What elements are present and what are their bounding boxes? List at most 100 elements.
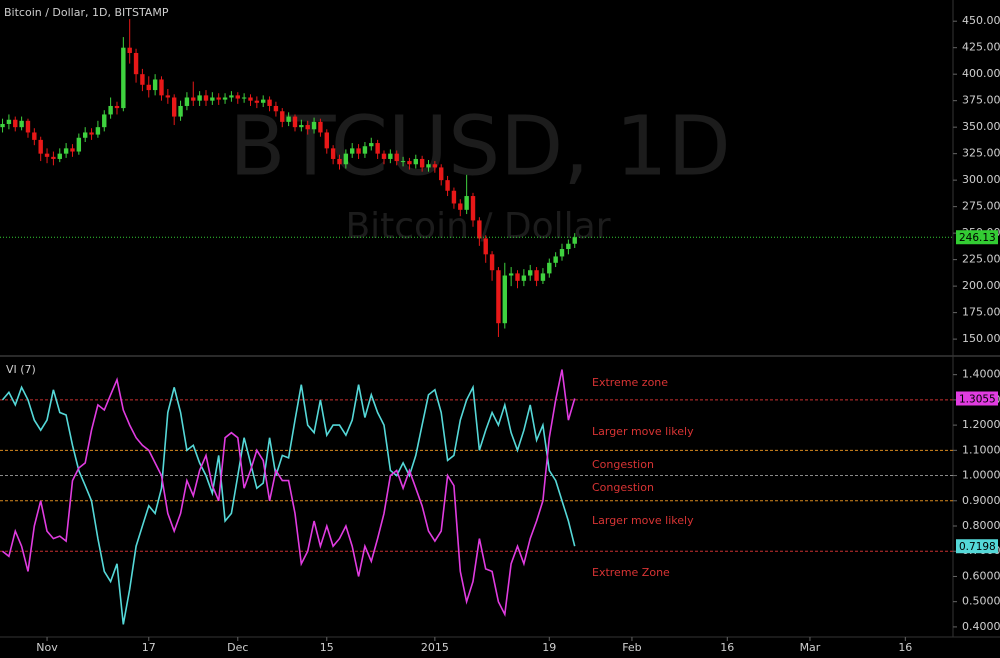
candle-body (165, 95, 171, 98)
candle-body (241, 97, 247, 99)
candle-body (394, 153, 399, 162)
y-tick-label: 1.4000 (962, 368, 1000, 381)
candle-body (197, 95, 202, 101)
candle-body (413, 158, 418, 165)
y-tick-label: 300.00 (962, 173, 1000, 186)
candle-body (502, 275, 507, 324)
candle-body (521, 275, 527, 281)
x-tick-label: Nov (36, 641, 58, 654)
candle-body (305, 125, 310, 130)
x-tick-label: 19 (542, 641, 556, 654)
x-tick-label: Mar (800, 641, 821, 654)
candle-body (439, 167, 444, 181)
candle-body (254, 100, 260, 103)
candle-body (496, 270, 501, 324)
candle-body (222, 97, 228, 100)
y-tick-label: 1.1000 (962, 443, 1000, 456)
candle-body (547, 262, 552, 274)
candle-body (121, 47, 126, 109)
x-tick-label: 16 (720, 641, 734, 654)
candle-body (210, 97, 215, 101)
x-tick-label: 15 (320, 641, 334, 654)
candle-body (388, 153, 393, 159)
y-tick-label: 325.00 (962, 147, 1000, 160)
candle-body (51, 156, 56, 159)
vi-last-label-bg (956, 391, 998, 406)
candle-body (178, 105, 183, 117)
vi-last-label: 1.3055 (959, 393, 996, 405)
y-tick-label: 450.00 (962, 14, 1000, 27)
annotation: Extreme zone (592, 376, 668, 389)
y-tick-label: 0.9000 (962, 494, 1000, 507)
candle-body (6, 119, 12, 124)
candle-body (337, 158, 342, 165)
candle-body (432, 164, 438, 168)
candle-body (407, 161, 412, 165)
candle-body (566, 243, 571, 250)
candle-body (152, 79, 158, 91)
candle-body (44, 153, 50, 157)
candle-body (82, 132, 88, 138)
y-tick-label: 275.00 (962, 200, 1000, 213)
y-tick-label: 0.4000 (962, 620, 1000, 633)
candle-body (458, 203, 463, 210)
candle-body (553, 256, 558, 263)
annotation: Larger move likely (592, 514, 694, 527)
candle-body (63, 148, 69, 154)
vi-last-label: 0.7198 (959, 541, 996, 553)
y-tick-label: 0.8000 (962, 519, 1000, 532)
candle-body (419, 158, 425, 168)
candle-body (89, 132, 94, 135)
candle-body (267, 99, 272, 106)
indicator-title: VI (7) (6, 363, 36, 376)
candle-body (19, 120, 24, 128)
watermark-symbol: BTCUSD, 1D (229, 99, 730, 194)
vi-last-label-bg (956, 539, 998, 554)
candle-body (216, 97, 221, 100)
x-tick-label: 2015 (421, 641, 449, 654)
candle-body (203, 95, 209, 101)
vi-line (2, 369, 576, 617)
x-tick-label: 16 (898, 641, 912, 654)
candle-body (114, 105, 120, 109)
candle-body (280, 111, 285, 122)
candle-body (343, 153, 349, 165)
candle-body (508, 273, 514, 276)
candle-body (572, 237, 577, 244)
candle-body (477, 220, 482, 239)
candle-body (57, 153, 62, 159)
candle-body (400, 161, 406, 163)
candle-body (171, 97, 177, 117)
candle-body (483, 238, 488, 255)
annotation: Congestion (592, 481, 654, 494)
candle-body (108, 105, 113, 115)
annotation: Congestion (592, 458, 654, 471)
candle-body (299, 125, 304, 128)
y-tick-label: 200.00 (962, 279, 1000, 292)
candle-body (350, 148, 355, 154)
y-tick-label: 350.00 (962, 120, 1000, 133)
y-tick-label: 150.00 (962, 332, 1000, 345)
candle-body (159, 79, 164, 96)
candle-body (528, 270, 533, 276)
candle-body (464, 196, 469, 210)
candle-body (25, 120, 31, 133)
candle-body (261, 99, 266, 103)
x-tick-label: Feb (622, 641, 641, 654)
candle-body (127, 47, 132, 53)
candle-body (146, 84, 151, 91)
candle-body (470, 196, 476, 221)
candle-body (445, 180, 450, 191)
chart-title: Bitcoin / Dollar, 1D, BITSTAMP (4, 6, 169, 19)
annotation: Larger move likely (592, 425, 694, 438)
last-price-label: 246.13 (959, 232, 996, 244)
last-price-label-bg (956, 230, 998, 245)
y-tick-label: 0.6000 (962, 569, 1000, 582)
x-tick-label: 17 (142, 641, 156, 654)
candle-body (292, 116, 298, 128)
y-tick-label: 175.00 (962, 306, 1000, 319)
candle-body (13, 119, 18, 128)
candle-body (362, 146, 368, 154)
candle-body (133, 52, 139, 75)
